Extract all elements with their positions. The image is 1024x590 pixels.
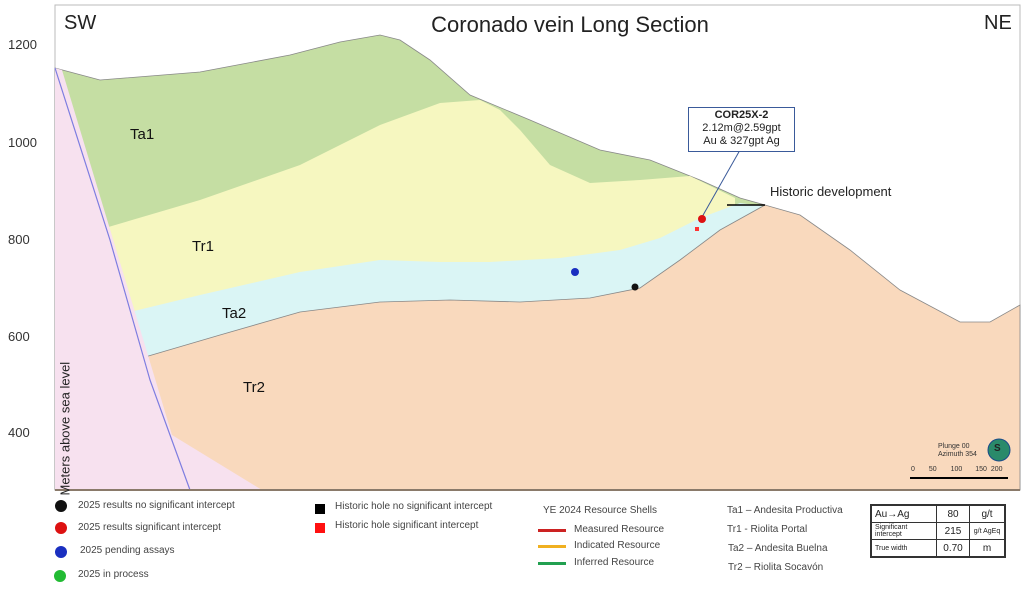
page-title: Coronado vein Long Section (431, 12, 709, 37)
cell: 80 (936, 504, 970, 523)
label-tr2: Tr2 (243, 379, 265, 396)
legend-label: 2025 pending assays (80, 545, 175, 556)
azimuth: Azimuth 354 (938, 451, 977, 458)
label-tr1: Tr1 (192, 238, 214, 255)
label-ta1: Ta1 (130, 126, 155, 143)
lithology-tr1: Tr1 - Riolita Portal (727, 524, 808, 535)
corner-sw: SW (64, 12, 97, 34)
lithology-tr2: Tr2 – Riolita Socavón (728, 562, 824, 573)
legend-ball-red (55, 522, 67, 534)
legend-ball-black (55, 500, 67, 512)
parameters-table: Au→Ag 80 g/t Significant intercept 215 g/t A… (870, 504, 1006, 558)
compass-icon (987, 438, 1011, 462)
legend-square-black (315, 504, 325, 514)
legend-label: 2025 results significant intercept (78, 522, 221, 533)
drill-hole-red (698, 215, 706, 223)
cell: True width (870, 539, 937, 558)
y-axis-label: Meters above sea level (57, 361, 73, 496)
legend-label: Measured Resource (574, 524, 665, 535)
fault-block (55, 68, 262, 490)
y-tick: 1000 (8, 135, 37, 150)
y-tick: 600 (8, 329, 30, 344)
historic-hole-red (695, 227, 699, 231)
y-tick: 1200 (8, 37, 37, 52)
cell: Significant intercept (870, 522, 937, 540)
cell: Au→Ag (870, 504, 937, 523)
legend-ball-green (54, 570, 66, 582)
scale-tick: 0 (911, 466, 915, 473)
legend-label: 2025 results no significant intercept (78, 500, 235, 511)
scale-label: 0 50 100 150 200 (911, 466, 1003, 473)
legend-label: Historic hole significant intercept (335, 520, 479, 531)
layer-tr2 (144, 204, 1021, 491)
legend-label: Inferred Resource (574, 557, 655, 568)
legend-label: Indicated Resource (574, 540, 661, 551)
plunge: Plunge 00 (938, 443, 970, 450)
lithology-ta2: Ta2 – Andesita Buelna (728, 543, 828, 554)
historic-development-label: Historic development (770, 184, 892, 199)
callout-box: COR25X-2 2.12m@2.59gpt Au & 327gpt Ag (688, 107, 795, 152)
orientation-text: Plunge 00 Azimuth 354 (938, 443, 977, 459)
cell: 215 (936, 522, 970, 540)
lithology-ta1: Ta1 – Andesita Productiva (727, 505, 843, 516)
scale-tick: 100 (950, 466, 963, 473)
drill-hole-blue (571, 268, 579, 276)
cell: 0.70 (936, 539, 970, 558)
scale-tick: 150 (975, 466, 987, 473)
legend-label: 2025 in process (78, 569, 149, 580)
cell: g/t AgEq (969, 522, 1006, 540)
y-tick: 800 (8, 232, 30, 247)
y-tick: 400 (8, 425, 30, 440)
scale-tick: 200 (990, 466, 1003, 473)
corner-ne: NE (984, 12, 1012, 34)
legend-line-measured (538, 529, 566, 532)
legend-square-red (315, 523, 325, 533)
fault-line (54, 67, 191, 491)
legend-ball-blue (55, 546, 67, 558)
callout-line2: Au & 327gpt Ag (703, 135, 780, 147)
callout-hole: COR25X-2 (714, 109, 769, 121)
callout-line1: 2.12m@2.59gpt (702, 122, 781, 134)
legend-label: Historic hole no significant intercept (335, 501, 493, 512)
cell: g/t (969, 504, 1006, 523)
compass-letter: S (994, 443, 1001, 454)
label-ta2: Ta2 (222, 305, 247, 322)
drill-hole-black (631, 283, 639, 291)
cell: m (969, 539, 1006, 558)
resource-title: YE 2024 Resource Shells (543, 505, 657, 516)
legend-line-inferred (538, 562, 566, 565)
scale-tick: 50 (928, 466, 937, 473)
legend-line-indicated (538, 545, 566, 548)
